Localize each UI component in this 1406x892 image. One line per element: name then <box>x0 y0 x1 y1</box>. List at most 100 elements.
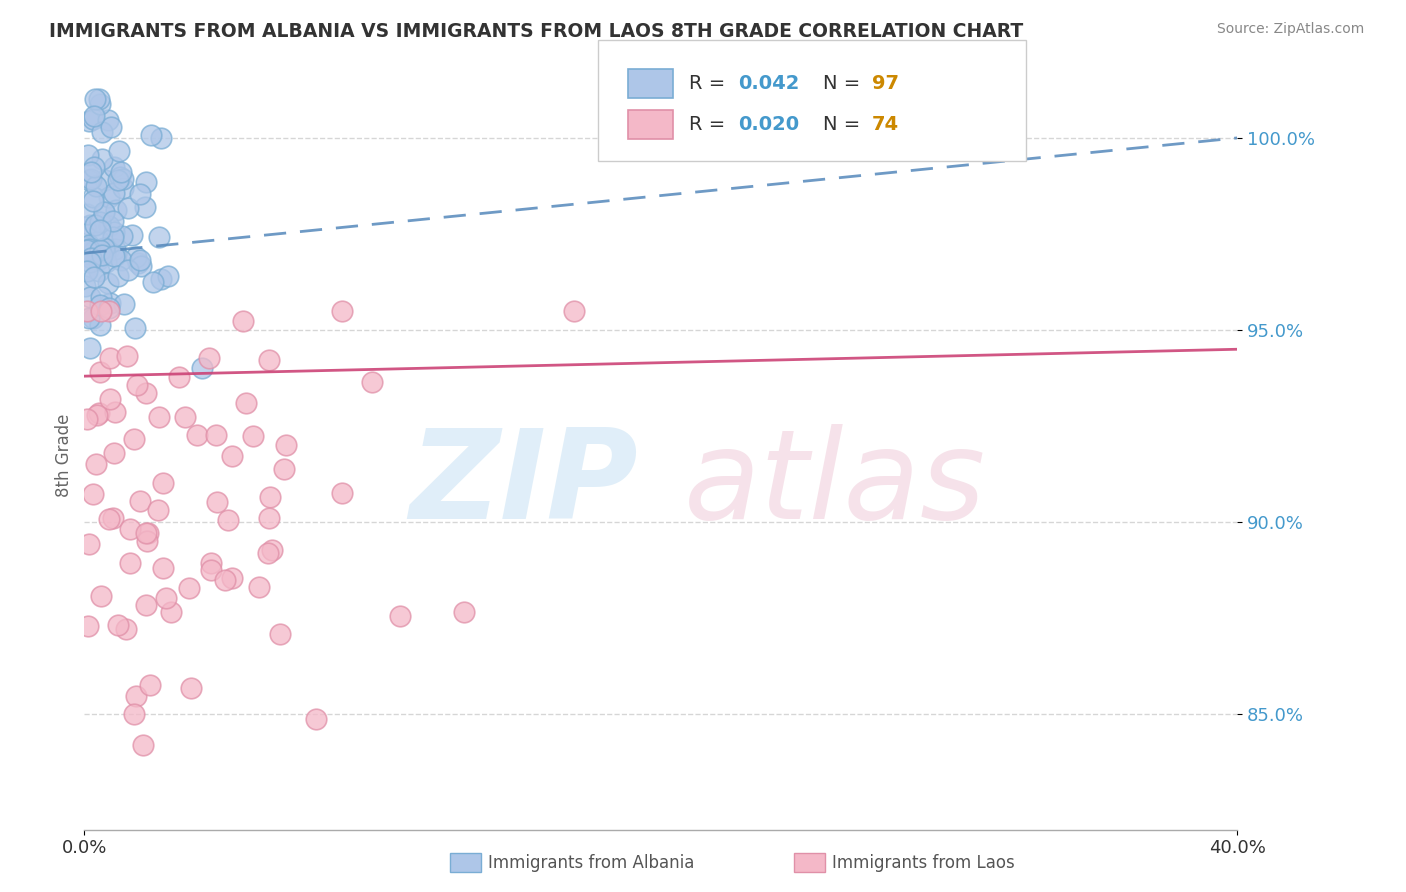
Point <box>76 207 98 221</box>
Point <box>259 490 281 504</box>
Point <box>269 627 291 641</box>
Point <box>94 173 117 187</box>
Point <box>156 269 179 284</box>
Point <box>242 429 264 443</box>
Point <box>129 187 152 202</box>
Point <box>129 253 152 268</box>
Point <box>173 409 195 424</box>
Point <box>200 556 222 570</box>
Point <box>103 249 125 263</box>
Point <box>179 582 201 596</box>
Point <box>84 218 107 232</box>
Point <box>117 201 139 215</box>
Point <box>110 229 132 244</box>
Point <box>235 396 257 410</box>
Point <box>79 254 101 268</box>
Point <box>150 272 173 286</box>
Point <box>90 589 112 603</box>
Point <box>82 310 104 325</box>
Point <box>90 303 112 318</box>
Point <box>110 253 132 268</box>
Point <box>112 297 135 311</box>
Point <box>128 494 150 508</box>
Point <box>260 543 283 558</box>
Text: 0.042: 0.042 <box>738 74 800 93</box>
Point <box>117 263 139 277</box>
Point <box>276 438 298 452</box>
Point <box>103 404 125 418</box>
Point <box>76 263 98 277</box>
Point <box>87 93 110 107</box>
Point <box>82 190 104 204</box>
Point <box>97 301 120 316</box>
Point <box>136 533 159 548</box>
Point <box>257 511 280 525</box>
Point <box>232 314 254 328</box>
Point <box>77 173 100 187</box>
Point <box>247 580 270 594</box>
Point <box>94 255 117 269</box>
Point <box>122 706 145 721</box>
Point <box>103 186 125 201</box>
Point <box>73 220 96 235</box>
Point <box>186 428 208 442</box>
Point <box>150 131 173 145</box>
Point <box>135 175 157 189</box>
Point <box>90 125 112 139</box>
Point <box>141 128 163 142</box>
Point <box>82 245 104 260</box>
Point <box>135 386 157 401</box>
Point <box>103 445 125 459</box>
Point <box>152 561 174 575</box>
Text: 0.020: 0.020 <box>738 115 799 134</box>
Point <box>87 234 110 248</box>
Point <box>110 164 132 178</box>
Point <box>361 376 384 390</box>
Point <box>89 318 111 333</box>
Point <box>148 410 170 425</box>
Point <box>80 171 103 186</box>
Point <box>77 238 100 252</box>
Point <box>107 618 129 632</box>
Text: 97: 97 <box>872 74 898 93</box>
Point <box>76 243 98 257</box>
Point <box>86 409 108 423</box>
Point <box>142 275 165 289</box>
Point <box>108 144 131 158</box>
Point <box>103 214 125 228</box>
Point <box>79 341 101 355</box>
Point <box>107 173 129 187</box>
Point <box>97 190 120 204</box>
Point <box>93 204 115 219</box>
Point <box>136 526 159 541</box>
Point <box>135 526 157 541</box>
Point <box>124 320 146 334</box>
Point <box>75 247 97 261</box>
Text: Immigrants from Albania: Immigrants from Albania <box>488 854 695 871</box>
Point <box>73 241 96 255</box>
Point <box>89 365 111 379</box>
Point <box>73 278 96 293</box>
Point <box>110 170 132 185</box>
Point <box>82 194 104 208</box>
Text: IMMIGRANTS FROM ALBANIA VS IMMIGRANTS FROM LAOS 8TH GRADE CORRELATION CHART: IMMIGRANTS FROM ALBANIA VS IMMIGRANTS FR… <box>49 22 1024 41</box>
Point <box>120 522 142 536</box>
Point <box>90 152 112 166</box>
Y-axis label: 8th Grade: 8th Grade <box>55 413 73 497</box>
Point <box>139 678 162 692</box>
Point <box>131 738 153 752</box>
Point <box>97 242 120 256</box>
Point <box>87 406 110 420</box>
Point <box>82 112 104 126</box>
Point <box>79 218 101 232</box>
Point <box>76 240 98 254</box>
Point <box>100 120 122 135</box>
Point <box>84 178 107 193</box>
Point <box>180 681 202 695</box>
Text: N =: N = <box>823 74 866 93</box>
Text: R =: R = <box>689 74 731 93</box>
Point <box>89 298 111 312</box>
Point <box>135 599 157 613</box>
Point <box>98 392 121 406</box>
Point <box>453 606 475 620</box>
